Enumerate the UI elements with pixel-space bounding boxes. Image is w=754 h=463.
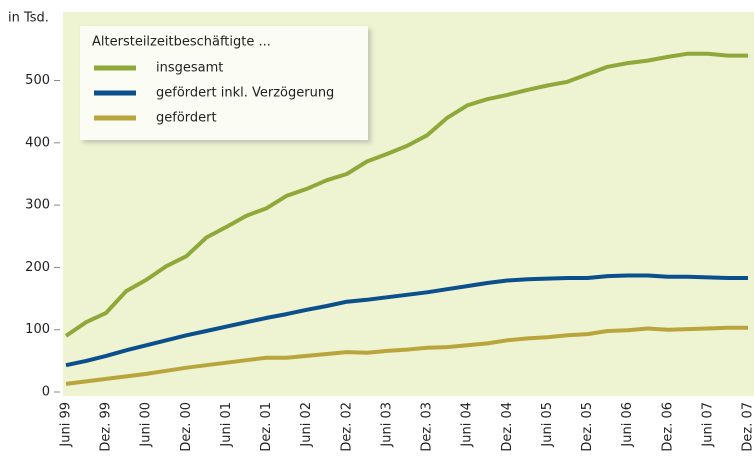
y-tick-label: 500 — [25, 73, 50, 88]
legend-label: gefördert inkl. Verzögerung — [156, 86, 334, 101]
y-tick-label: 0 — [42, 385, 50, 400]
x-tick-label: Dez. 05 — [580, 402, 595, 452]
y-tick-label: 200 — [25, 260, 50, 275]
x-tick-label: Juni 00 — [139, 402, 154, 448]
y-tick-label: 100 — [25, 322, 50, 337]
x-tick-label: Juni 04 — [460, 402, 475, 448]
legend-box — [80, 26, 368, 140]
x-tick-label: Juni 99 — [59, 402, 74, 448]
y-tick-label: 300 — [25, 198, 50, 213]
x-tick-label: Juni 02 — [299, 402, 314, 448]
y-axis-label: in Tsd. — [8, 11, 49, 26]
x-tick-label: Dez. 99 — [99, 402, 114, 452]
x-tick-label: Juni 07 — [700, 402, 715, 448]
legend-label: gefördert — [156, 111, 217, 126]
legend-label: insgesamt — [156, 61, 223, 76]
x-tick-label: Dez. 07 — [741, 402, 754, 452]
x-tick-label: Dez. 04 — [500, 402, 515, 452]
x-tick-label: Juni 01 — [219, 402, 234, 448]
series-line — [65, 273, 748, 368]
legend-title: Altersteilzeitbeschäftigte ... — [92, 35, 271, 50]
x-tick-label: Dez. 06 — [660, 402, 675, 452]
x-tick-label: Dez. 01 — [259, 402, 274, 452]
x-tick-label: Juni 03 — [379, 402, 394, 448]
y-tick-label: 400 — [25, 135, 50, 150]
x-tick-label: Juni 05 — [540, 402, 555, 448]
x-tick-label: Dez. 03 — [420, 402, 435, 452]
series-line — [64, 51, 748, 338]
x-tick-label: Juni 06 — [620, 402, 635, 448]
series-line — [65, 325, 748, 386]
x-tick-label: Dez. 00 — [179, 402, 194, 452]
x-tick-label: Dez. 02 — [339, 402, 354, 452]
